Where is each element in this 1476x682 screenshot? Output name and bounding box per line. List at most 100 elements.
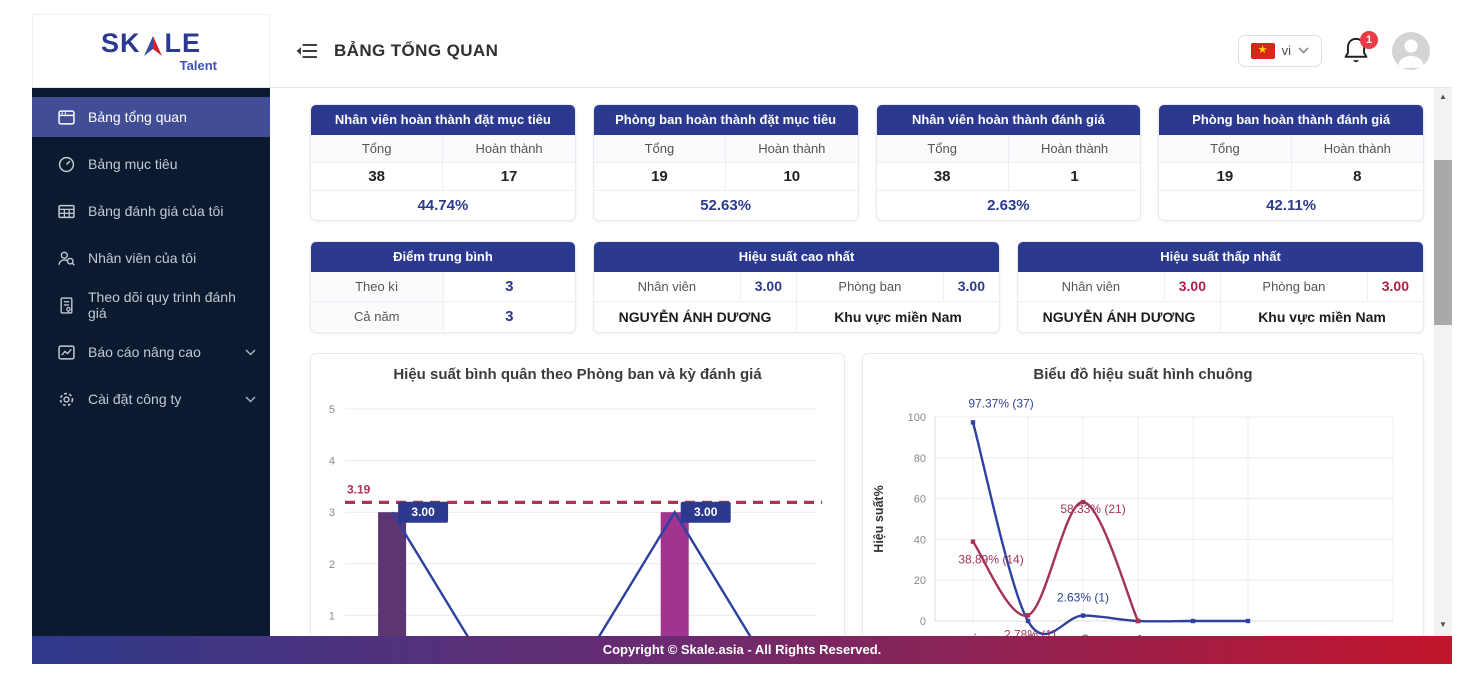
person-search-icon (58, 251, 75, 266)
employee-score: 3.00 (1163, 272, 1220, 301)
logo-subtitle: Talent (179, 57, 217, 73)
svg-text:C: C (1024, 631, 1038, 636)
table-icon (58, 204, 75, 218)
scroll-thumb[interactable] (1434, 160, 1452, 325)
body: Bảng tổng quan Bảng mục tiêu Bảng đánh g… (32, 88, 1452, 636)
svg-text:A: A (1134, 631, 1147, 636)
card-title: Nhân viên hoàn thành đánh giá (876, 105, 1141, 135)
department-name: Khu vực miền Nam (796, 302, 999, 332)
logo-text: SK LE (101, 27, 202, 58)
chart-icon (58, 344, 75, 360)
person-icon (1398, 39, 1424, 68)
logo-arrow-icon (143, 35, 162, 56)
department-label: Phòng ban (796, 272, 943, 301)
svg-text:97.37% (37): 97.37% (37) (968, 396, 1033, 410)
stat-percent: 2.63% (987, 197, 1030, 214)
gauge-icon (58, 156, 75, 172)
notification-badge: 1 (1360, 30, 1378, 49)
language-code: vi (1281, 43, 1291, 58)
svg-text:80: 80 (914, 453, 926, 465)
employee-label: Nhân viên (1061, 279, 1121, 294)
header: BẢNG TỔNG QUAN ★ vi 1 (270, 14, 1452, 87)
sidebar-item-label: Báo cáo nâng cao (88, 344, 201, 360)
svg-text:3: 3 (329, 507, 335, 519)
sidebar-item-goals[interactable]: Bảng mục tiêu (32, 144, 270, 184)
department-score: 3.00 (942, 272, 999, 301)
card-title: Điểm trung bình (311, 242, 575, 272)
language-selector[interactable]: ★ vi (1237, 34, 1322, 67)
scrollbar: ▲ ▼ (1434, 88, 1452, 636)
logo-text-le: LE (164, 27, 202, 58)
card-title: Hiệu suất thấp nhất (1018, 242, 1423, 272)
app-window: SK LE Talent BẢNG TỔNG QUAN ★ vi (32, 14, 1452, 664)
dashboard-icon (58, 109, 75, 125)
audit-icon (60, 296, 73, 314)
col-label-completed: Hoàn thành (1290, 135, 1423, 163)
bar-chart-card: Hiệu suất bình quân theo Phòng ban và kỳ… (310, 353, 845, 636)
department-name: Khu vực miền Nam (1220, 302, 1423, 332)
sidebar-item-advanced-reports[interactable]: Báo cáo nâng cao (32, 332, 270, 372)
user-avatar[interactable] (1392, 31, 1430, 70)
stat-total: 19 (593, 163, 726, 191)
col-label-total: Tổng (311, 135, 443, 163)
svg-text:3.00: 3.00 (411, 505, 435, 519)
col-label-total: Tổng (1159, 135, 1291, 163)
stat-completed: 8 (1290, 163, 1423, 191)
svg-text:2: 2 (329, 559, 335, 571)
col-label-completed: Hoàn thành (725, 135, 858, 163)
svg-text:20: 20 (914, 575, 926, 587)
employee-score: 3.00 (739, 272, 796, 301)
sidebar-item-review-process[interactable]: Theo dõi quy trình đánh giá (32, 285, 270, 325)
stat-completed: 17 (442, 163, 575, 191)
bell-chart-card: Biểu đồ hiệu suất hình chuông 0 20 40 60 80 1… (862, 353, 1424, 636)
page-title: BẢNG TỔNG QUAN (334, 40, 499, 60)
employee-name: NGUYỄN ÁNH DƯƠNG (1042, 309, 1196, 325)
notification-bell[interactable]: 1 (1342, 30, 1378, 66)
highest-performance-card: Hiệu suất cao nhất Nhân viên 3.00 Phòng … (593, 241, 1000, 333)
chevron-down-icon (245, 395, 256, 403)
average-score-card: Điểm trung bình Theo kì 3 Cả năm 3 (310, 241, 576, 333)
chevron-down-icon (1298, 47, 1309, 54)
svg-text:38.89% (14): 38.89% (14) (958, 553, 1023, 567)
menu-fold-icon[interactable] (296, 40, 318, 62)
card-title: Phòng ban hoàn thành đánh giá (1159, 105, 1423, 135)
bell-chart-title: Biểu đồ hiệu suất hình chuông (1033, 366, 1253, 383)
svg-text:40: 40 (914, 534, 926, 546)
svg-text:100: 100 (908, 412, 926, 424)
col-label-total: Tổng (593, 135, 726, 163)
card-title: Hiệu suất cao nhất (594, 242, 999, 272)
sidebar-item-my-reviews[interactable]: Bảng đánh giá của tôi (32, 191, 270, 231)
sidebar-item-my-employees[interactable]: Nhân viên của tôi (32, 238, 270, 278)
footer-copyright: Copyright © Skale.asia - All Rights Rese… (32, 636, 1452, 664)
stat-completed: 10 (725, 163, 858, 191)
svg-text:Hiệu suất%: Hiệu suất% (872, 485, 886, 552)
vietnam-flag-icon: ★ (1250, 42, 1275, 59)
scroll-down-arrow[interactable]: ▼ (1439, 620, 1447, 629)
summary-cards-row: Điểm trung bình Theo kì 3 Cả năm 3 Hiệu su… (310, 241, 1424, 333)
charts-row: Hiệu suất bình quân theo Phòng ban và kỳ… (310, 353, 1424, 636)
svg-text:3.00: 3.00 (694, 505, 718, 519)
header-actions: ★ vi 1 (1237, 30, 1430, 70)
stat-total: 38 (876, 163, 1008, 191)
row-value: 3 (505, 308, 514, 325)
stat-percent: 42.11% (1266, 197, 1317, 214)
logo[interactable]: SK LE Talent (32, 14, 270, 87)
gear-icon (59, 392, 74, 406)
employee-name: NGUYỄN ÁNH DƯƠNG (618, 309, 772, 325)
svg-text:2.78% (1): 2.78% (1) (1004, 627, 1056, 636)
stat-percent: 44.74% (417, 197, 469, 214)
stat-total: 19 (1159, 163, 1291, 191)
svg-text:0: 0 (920, 616, 926, 628)
sidebar-item-label: Theo dõi quy trình đánh giá (88, 289, 236, 321)
sidebar-item-dashboard[interactable]: Bảng tổng quan (32, 97, 270, 137)
chevron-down-icon (245, 348, 256, 356)
lowest-performance-card: Hiệu suất thấp nhất Nhân viên 3.00 Phòng… (1017, 241, 1424, 333)
svg-text:2.63% (1): 2.63% (1) (1057, 591, 1109, 605)
scroll-up-arrow[interactable]: ▲ (1439, 92, 1447, 101)
row-value: 3 (505, 278, 514, 295)
row-label: Theo kì (311, 272, 444, 301)
sidebar-item-company-settings[interactable]: Cài đặt công ty (32, 379, 270, 419)
svg-text:A++: A++ (1231, 631, 1257, 636)
sidebar-item-label: Bảng đánh giá của tôi (88, 203, 224, 219)
